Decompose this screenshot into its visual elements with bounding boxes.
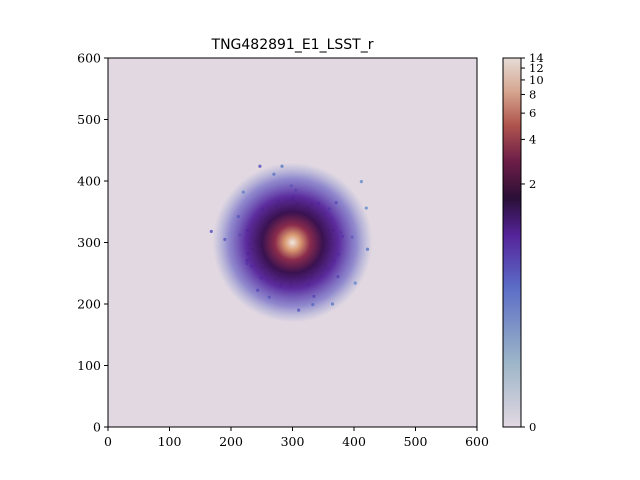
y-tick-label: 100 <box>77 358 101 373</box>
y-tick-label: 0 <box>93 420 101 435</box>
scatter-point <box>258 164 262 168</box>
scatter-point <box>364 206 368 210</box>
y-tick-label: 300 <box>77 235 101 250</box>
colorbar-tick-label: 0 <box>529 420 536 434</box>
galaxy-core <box>212 162 373 323</box>
scatter-point <box>359 180 363 184</box>
x-tick-label: 500 <box>404 434 428 449</box>
x-tick-label: 600 <box>465 434 489 449</box>
colorbar-tick-label: 12 <box>529 61 544 75</box>
x-tick-label: 0 <box>104 434 112 449</box>
x-tick-label: 200 <box>219 434 243 449</box>
y-tick-label: 200 <box>77 297 101 312</box>
colorbar-tick-label: 14 <box>529 51 544 65</box>
colorbar-tick-label: 8 <box>529 87 536 101</box>
x-axis: 0 100 200 300 400 500 600 <box>104 427 489 449</box>
colorbar-tick-label: 2 <box>529 177 536 191</box>
y-tick-label: 500 <box>77 112 101 127</box>
colorbar-tick-label: 6 <box>529 106 536 120</box>
colorbar-tick-label: 4 <box>529 132 536 146</box>
x-tick-label: 300 <box>281 434 305 449</box>
colorbar-tick-label: 10 <box>529 73 544 87</box>
colorbar <box>502 57 522 428</box>
y-tick-label: 600 <box>77 51 101 66</box>
y-axis: 0 100 200 300 400 500 600 <box>77 51 108 435</box>
scatter-point <box>209 229 213 234</box>
chart-title: TNG482891_E1_LSST_r <box>211 37 374 53</box>
x-tick-label: 100 <box>158 434 182 449</box>
y-tick-label: 400 <box>77 174 101 189</box>
x-tick-label: 400 <box>342 434 366 449</box>
